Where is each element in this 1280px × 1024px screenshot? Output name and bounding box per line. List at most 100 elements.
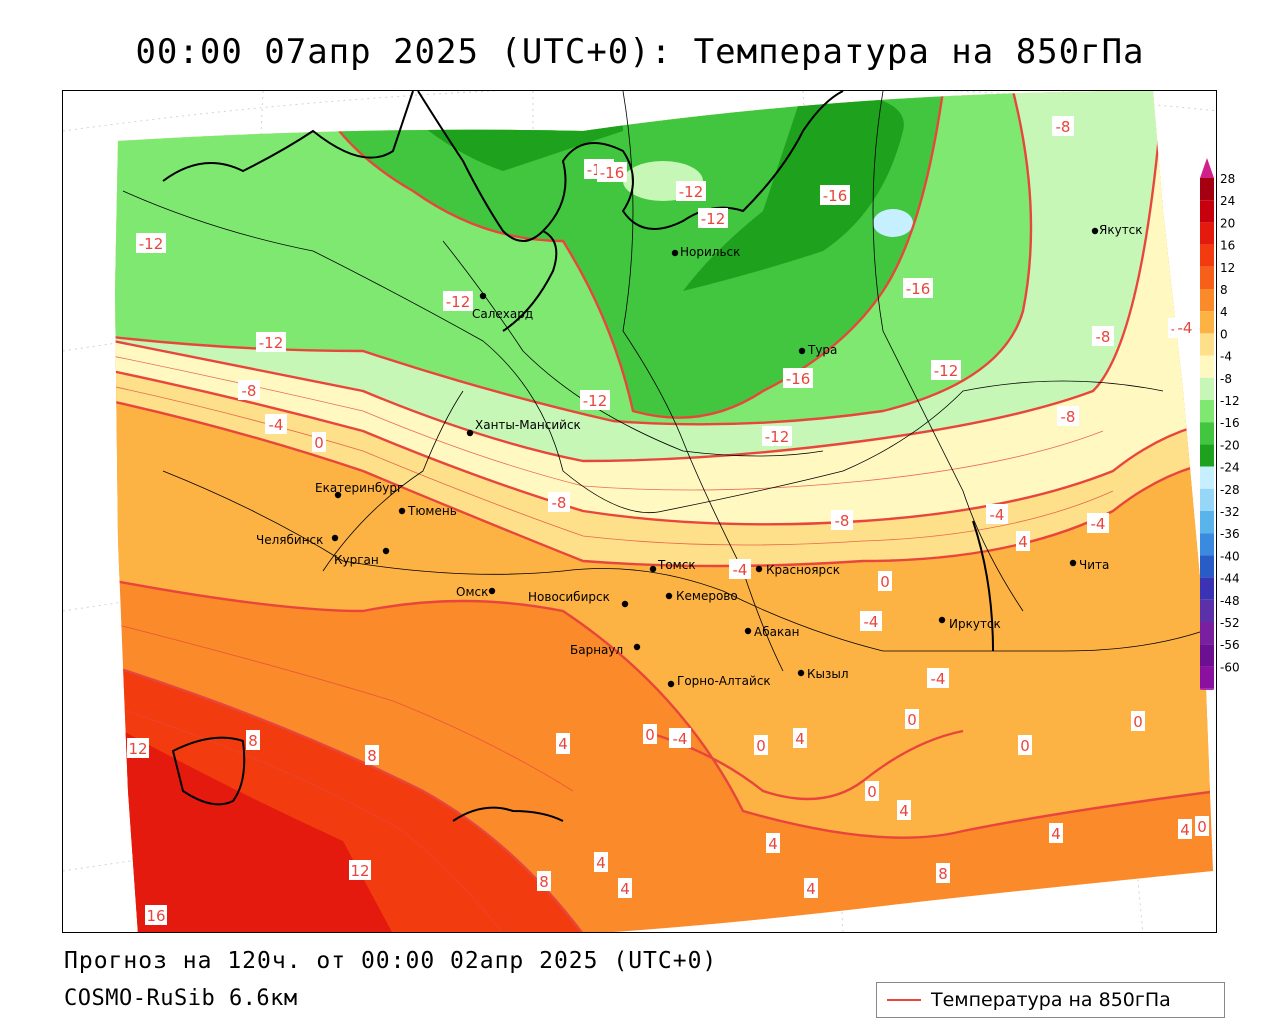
- contour-label: 0: [1018, 735, 1032, 755]
- colorbar-swatch: [1200, 178, 1214, 201]
- svg-text:4: 4: [620, 880, 630, 898]
- contour-label: -16: [903, 278, 933, 298]
- city-label: Омск: [456, 585, 488, 599]
- svg-text:-8: -8: [552, 494, 567, 512]
- colorbar-tick-label: -12: [1220, 394, 1240, 408]
- colorbar-tick-label: -24: [1220, 461, 1240, 475]
- svg-text:-12: -12: [139, 235, 164, 253]
- map-legend: Температура на 850гПа: [876, 982, 1225, 1018]
- colorbar-swatch: [1200, 422, 1214, 445]
- colorbar-tick-label: -44: [1220, 572, 1240, 586]
- city-label: Челябинск: [256, 533, 323, 547]
- contour-label: 12: [127, 738, 149, 758]
- svg-text:0: 0: [314, 434, 324, 452]
- colorbar-swatch: [1200, 289, 1214, 312]
- colorbar-swatch: [1200, 644, 1214, 667]
- city-label: Томск: [657, 558, 696, 572]
- colorbar-swatch: [1200, 400, 1214, 423]
- svg-text:-4: -4: [733, 561, 748, 579]
- map-title: 00:00 07апр 2025 (UTC+0): Температура на…: [135, 32, 1145, 72]
- svg-text:0: 0: [1020, 737, 1030, 755]
- legend-line-swatch: [887, 999, 921, 1001]
- colorbar-swatch: [1200, 599, 1214, 622]
- svg-text:-4: -4: [673, 730, 688, 748]
- contour-label: 0: [905, 709, 919, 729]
- contour-label: 8: [537, 871, 551, 891]
- contour-label: 0: [878, 571, 892, 591]
- city-marker: [667, 680, 675, 688]
- svg-text:-4: -4: [990, 506, 1005, 524]
- city-marker: [466, 429, 474, 437]
- svg-text:-12: -12: [934, 362, 959, 380]
- contour-label: 0: [643, 724, 657, 744]
- colorbar-tick-label: 20: [1220, 216, 1235, 230]
- city-label: Абакан: [754, 625, 799, 639]
- contour-label: 4: [1178, 819, 1192, 839]
- contour-label: -12: [698, 208, 728, 228]
- contour-label: -12: [256, 332, 286, 352]
- contour-label: -4: [860, 611, 882, 631]
- city-marker: [382, 547, 390, 555]
- svg-text:8: 8: [248, 732, 258, 750]
- contour-label: 0: [312, 432, 326, 452]
- colorbar-swatch: [1200, 244, 1214, 267]
- city-label: Тура: [807, 343, 837, 357]
- colorbar-swatch: [1200, 577, 1214, 600]
- colorbar-tick-label: -48: [1220, 594, 1240, 608]
- map-area[interactable]: Салехард Норильск Якутск Тура Ханты-Мансийск…: [62, 90, 1217, 933]
- contour-label: -4: [729, 559, 751, 579]
- contour-label: -4: [669, 728, 691, 748]
- contour-label: -12: [580, 390, 610, 410]
- city-label: Кемерово: [676, 589, 738, 603]
- contour-label: 4: [1049, 823, 1063, 843]
- colorbar-tick-label: -20: [1220, 438, 1240, 452]
- svg-text:-8: -8: [1056, 118, 1071, 136]
- city-marker: [649, 565, 657, 573]
- contour-label: 8: [365, 745, 379, 765]
- colorbar-tick-label: -16: [1220, 416, 1240, 430]
- colorbar-tick-label: 24: [1220, 194, 1235, 208]
- svg-text:0: 0: [907, 711, 917, 729]
- model-name: COSMO-RuSib 6.6км: [64, 986, 298, 1011]
- svg-text:-16: -16: [786, 370, 811, 388]
- svg-text:12: 12: [350, 862, 369, 880]
- contour-label: 4: [1016, 531, 1030, 551]
- colorbar-swatch: [1200, 311, 1214, 334]
- colorbar-swatch: [1200, 377, 1214, 400]
- colorbar-tick-label: 12: [1220, 261, 1235, 275]
- contour-label: 4: [766, 833, 780, 853]
- forecast-info: Прогноз на 120ч. от 00:00 02апр 2025 (UT…: [64, 948, 718, 974]
- contour-label: 16: [145, 905, 167, 925]
- colorbar-swatch: [1200, 200, 1214, 223]
- contour-label: -12: [762, 426, 792, 446]
- contour-label: -4: [1174, 317, 1196, 337]
- contour-label: 4: [594, 852, 608, 872]
- svg-text:-8: -8: [242, 382, 257, 400]
- contour-label: 8: [246, 730, 260, 750]
- svg-text:-16: -16: [906, 280, 931, 298]
- colorbar-tick-label: -28: [1220, 483, 1240, 497]
- colorbar-swatch: [1200, 266, 1214, 289]
- contour-label: -8: [1057, 406, 1079, 426]
- city-label: Кызыл: [807, 667, 849, 681]
- contour-label: -8: [1052, 116, 1074, 136]
- contour-label: -16: [597, 162, 627, 182]
- svg-text:0: 0: [756, 737, 766, 755]
- city-marker: [798, 347, 806, 355]
- colorbar-tick-label: -36: [1220, 527, 1240, 541]
- city-marker: [488, 587, 496, 595]
- colorbar-tick-label: 4: [1220, 305, 1228, 319]
- coastlines: [162, 91, 994, 822]
- city-marker: [938, 616, 946, 624]
- svg-text:-12: -12: [765, 428, 790, 446]
- svg-text:0: 0: [1133, 713, 1143, 731]
- contour-label: -4: [986, 504, 1008, 524]
- city-marker: [331, 534, 339, 542]
- contour-label: 0: [865, 781, 879, 801]
- colorbar-tick-label: -60: [1220, 660, 1240, 674]
- colorbar-swatch: [1200, 488, 1214, 511]
- colorbar-top-arrow: [1200, 158, 1214, 178]
- isotherm-lines: [115, 91, 1213, 932]
- city-label: Горно-Алтайск: [677, 674, 771, 688]
- svg-text:0: 0: [880, 573, 890, 591]
